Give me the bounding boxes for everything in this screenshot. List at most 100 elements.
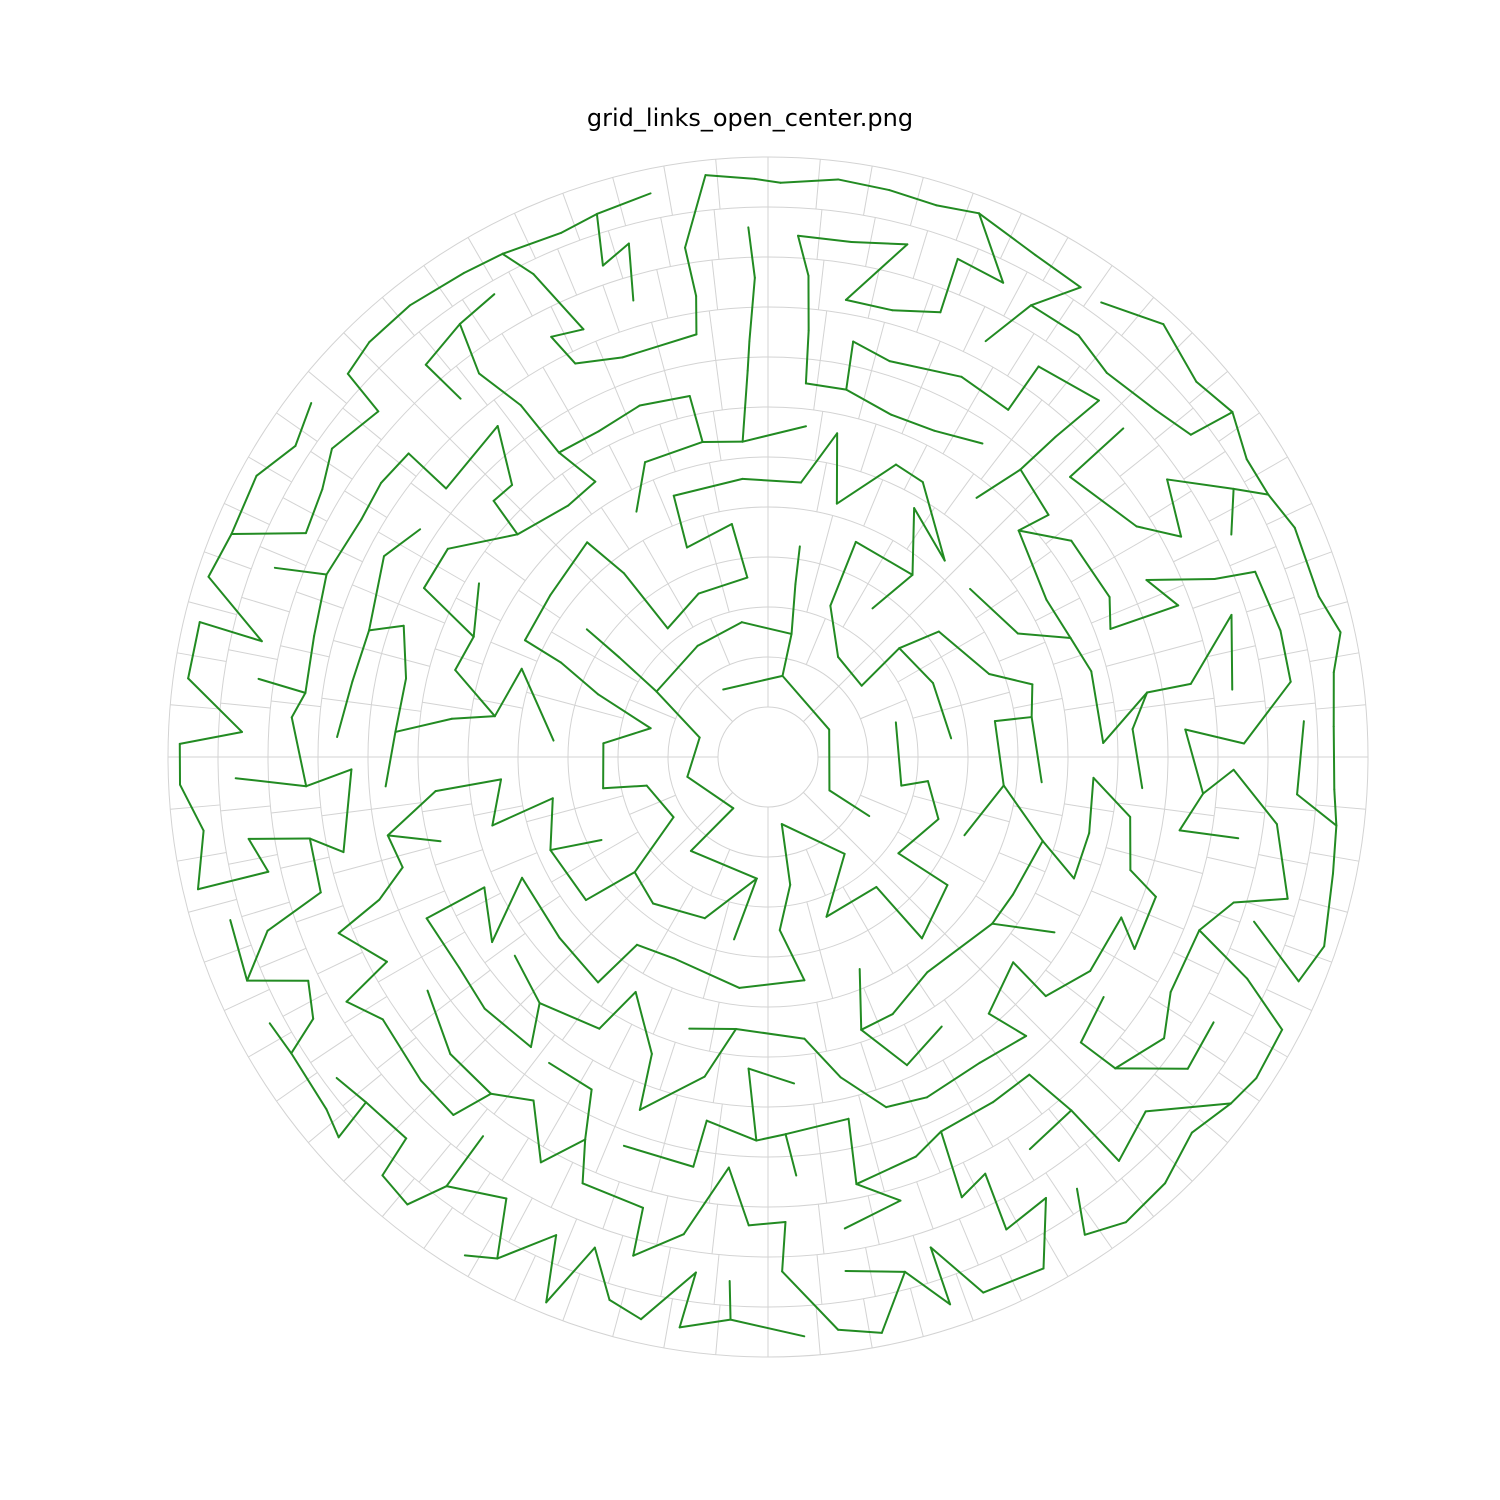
maze-link	[335, 1076, 367, 1104]
grid-spoke	[398, 603, 445, 624]
maze-link	[463, 1254, 499, 1260]
grid-spoke	[916, 1181, 934, 1230]
maze-link	[492, 483, 514, 502]
maze-link	[538, 1002, 601, 1030]
grid-spoke	[1284, 944, 1332, 963]
grid-spoke	[656, 1195, 669, 1245]
grid-spoke	[1011, 1074, 1043, 1115]
grid-spoke	[816, 1002, 828, 1052]
grid-spoke	[1048, 365, 1081, 406]
grid-spoke	[867, 1195, 880, 1245]
grid-spoke	[715, 159, 721, 210]
maze-link	[860, 647, 901, 687]
maze-link	[977, 212, 1005, 284]
maze-link	[1069, 475, 1138, 528]
grid-spoke	[241, 596, 290, 613]
grid-spoke	[696, 792, 733, 829]
grid-spoke	[867, 540, 894, 585]
maze-links	[178, 174, 1342, 1338]
maze-link	[735, 1027, 806, 1040]
grid-spoke	[651, 1143, 665, 1192]
grid-spoke	[626, 862, 663, 899]
maze-link	[1002, 784, 1044, 842]
maze-link	[672, 494, 688, 549]
grid-spoke	[903, 1024, 928, 1070]
maze-link	[1029, 304, 1080, 337]
maze-link	[627, 242, 635, 302]
maze-link	[426, 989, 452, 1056]
maze-link	[988, 673, 1034, 686]
maze-link	[313, 573, 328, 638]
maze-link	[496, 1197, 508, 1260]
grid-spoke	[1183, 451, 1226, 480]
grid-spoke	[484, 1004, 521, 1041]
maze-link	[545, 1246, 596, 1304]
maze-link	[880, 1270, 906, 1334]
maze-link	[741, 369, 749, 443]
maze-link	[703, 1027, 738, 1078]
grid-spoke	[248, 456, 292, 483]
grid-spoke	[414, 403, 451, 440]
maze-link	[634, 990, 653, 1055]
grid-spoke	[863, 166, 873, 216]
grid-spoke	[1053, 849, 1102, 866]
maze-link	[1075, 1187, 1086, 1236]
grid-spoke	[224, 988, 270, 1012]
grid-spoke	[542, 1103, 569, 1147]
maze-link	[1017, 529, 1048, 601]
maze-link	[229, 919, 249, 982]
maze-link	[688, 394, 704, 443]
grid-spoke	[1164, 697, 1215, 706]
grid-spoke	[271, 806, 321, 814]
maze-link	[1017, 513, 1050, 532]
maze-link	[781, 674, 831, 731]
grid-spoke	[567, 410, 594, 455]
grid-spoke	[1218, 1072, 1260, 1102]
grid-spoke	[901, 387, 922, 434]
grid-spoke	[943, 999, 975, 1041]
maze-link	[445, 425, 499, 490]
maze-link	[337, 1101, 367, 1139]
grid-spoke	[248, 1031, 292, 1058]
maze-link	[1331, 824, 1338, 875]
grid-spoke	[612, 1288, 627, 1337]
grid-spoke	[961, 808, 1010, 823]
grid-spoke	[663, 370, 678, 420]
maze-link	[850, 241, 909, 246]
grid-spoke	[493, 399, 525, 440]
grid-spoke	[220, 702, 271, 709]
maze-link	[549, 797, 554, 852]
maze-link	[991, 1073, 1031, 1104]
maze-link	[450, 715, 496, 720]
maze-link	[368, 624, 405, 632]
grid-spoke	[1315, 804, 1366, 810]
grid-spoke	[1299, 601, 1348, 616]
maze-link	[835, 463, 897, 505]
maze-link	[419, 1079, 455, 1116]
maze-link	[984, 1172, 1008, 1231]
grid-spoke	[526, 691, 575, 706]
grid-spoke	[1154, 640, 1203, 654]
grid-spoke	[1105, 652, 1155, 667]
grid-spoke	[1083, 265, 1113, 307]
grid-spoke	[1085, 482, 1126, 514]
maze-link	[755, 1133, 787, 1142]
maze-link	[458, 293, 496, 325]
maze-link	[1070, 1109, 1120, 1162]
maze-link	[424, 363, 462, 400]
grid-spoke	[873, 615, 910, 652]
grid-spoke	[652, 479, 673, 527]
grid-spoke	[715, 1304, 721, 1355]
grid-spoke	[520, 509, 557, 546]
maze-link	[858, 967, 863, 1031]
maze-link	[1088, 776, 1095, 835]
grid-spoke	[940, 631, 985, 658]
maze-link	[1041, 839, 1076, 880]
grid-spoke	[1215, 700, 1265, 708]
maze-link	[1178, 829, 1240, 840]
maze-link	[496, 1234, 558, 1260]
maze-link	[394, 677, 408, 733]
grid-spoke	[805, 618, 826, 665]
maze-link	[960, 375, 1010, 411]
grid-spoke	[344, 995, 388, 1024]
